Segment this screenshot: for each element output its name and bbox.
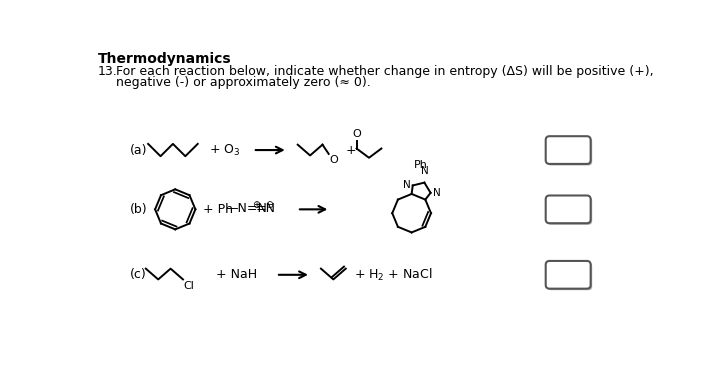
Text: (a): (a) [130, 143, 148, 157]
Text: (b): (b) [130, 203, 148, 216]
Text: (c): (c) [130, 268, 147, 281]
Text: For each reaction below, indicate whether change in entropy (ΔS) will be positiv: For each reaction below, indicate whethe… [116, 65, 653, 78]
FancyBboxPatch shape [546, 196, 590, 223]
Text: Thermodynamics: Thermodynamics [98, 51, 231, 65]
Text: ⊕: ⊕ [252, 200, 260, 211]
Text: 13.: 13. [98, 65, 117, 78]
Text: O: O [352, 128, 361, 138]
Text: + NaH: + NaH [216, 268, 258, 281]
FancyBboxPatch shape [547, 138, 593, 165]
Text: +: + [346, 143, 356, 157]
Text: N: N [420, 166, 428, 176]
Text: + Ph: + Ph [203, 203, 233, 216]
Text: =N: =N [256, 202, 276, 215]
Text: O: O [330, 155, 338, 165]
Text: Ph: Ph [414, 160, 428, 170]
Text: Cl: Cl [184, 281, 194, 291]
Text: + H$_2$ + NaCl: + H$_2$ + NaCl [354, 267, 432, 283]
FancyBboxPatch shape [547, 262, 593, 290]
Text: negative (-) or approximately zero (≈ 0).: negative (-) or approximately zero (≈ 0)… [116, 76, 370, 89]
FancyBboxPatch shape [547, 197, 593, 225]
FancyBboxPatch shape [546, 261, 590, 289]
Text: N: N [433, 188, 441, 198]
FancyBboxPatch shape [546, 136, 590, 164]
Text: + O$_3$: + O$_3$ [209, 142, 240, 158]
Text: N: N [402, 180, 410, 191]
Text: ⊖: ⊖ [265, 200, 274, 211]
Text: —N=N: —N=N [225, 202, 268, 215]
